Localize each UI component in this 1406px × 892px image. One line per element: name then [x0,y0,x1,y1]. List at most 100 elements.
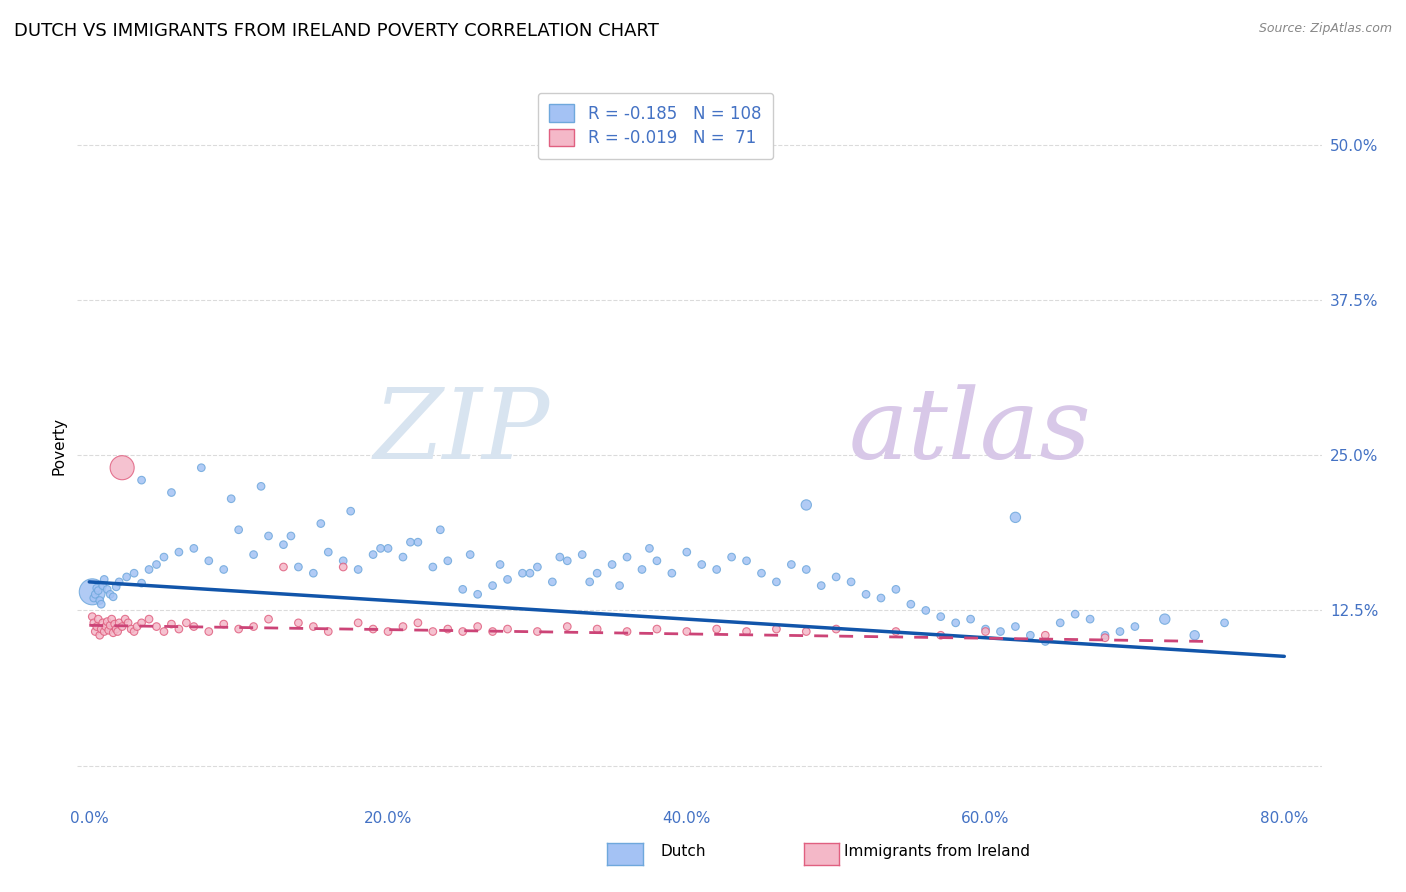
Point [451,624,474,639]
Point [392,550,415,565]
Point [219,491,242,506]
Point [1049,615,1071,630]
Point [273,560,295,574]
Point [212,562,235,576]
Point [765,622,787,636]
Point [153,624,176,639]
Point [107,624,129,639]
Point [125,619,148,633]
Point [481,624,503,639]
Point [131,576,153,591]
Point [257,612,280,626]
Point [302,566,325,581]
Point [900,597,922,611]
Point [1094,631,1116,645]
Point [945,615,967,630]
Point [929,609,952,624]
Point [183,619,205,633]
Point [526,560,548,574]
Point [228,622,250,636]
Point [347,562,370,576]
Point [489,558,512,572]
Point [86,581,108,595]
Point [1019,628,1042,642]
Point [422,560,444,574]
Point [138,612,160,626]
Point [706,562,728,576]
Point [197,624,219,639]
Text: atlas: atlas [849,384,1091,479]
Point [93,624,115,639]
Point [429,523,451,537]
Point [1033,628,1056,642]
Point [84,587,107,601]
Point [361,622,384,636]
Point [735,554,758,568]
Point [316,624,339,639]
Text: ZIP: ZIP [374,384,550,479]
Point [115,570,138,584]
Point [176,615,198,630]
Point [82,584,104,599]
Point [145,558,167,572]
Point [706,622,728,636]
Point [645,554,668,568]
Point [84,624,107,639]
Point [870,591,893,605]
Point [406,615,429,630]
Point [91,615,114,630]
Point [197,554,219,568]
Point [309,516,332,531]
Point [1184,628,1206,642]
Point [212,617,235,632]
Point [1004,619,1026,633]
Point [399,535,422,549]
Point [959,612,981,626]
Point [825,570,848,584]
Point [780,558,803,572]
Point [122,624,145,639]
Point [436,554,458,568]
Point [519,566,541,581]
Point [914,603,936,617]
Text: Dutch: Dutch [661,845,706,859]
Point [1109,624,1132,639]
Point [104,617,127,632]
Point [1153,612,1175,626]
Point [108,615,131,630]
Point [87,583,110,598]
Point [87,612,110,626]
Point [392,619,415,633]
Point [242,548,264,562]
Point [496,573,519,587]
Point [467,587,489,601]
Point [794,624,817,639]
Point [794,498,817,512]
Point [735,624,758,639]
Point [101,590,124,604]
Text: Source: ZipAtlas.com: Source: ZipAtlas.com [1258,22,1392,36]
Point [631,562,654,576]
Point [616,550,638,565]
Point [98,618,121,632]
Point [548,550,571,565]
Point [94,619,117,633]
Point [571,548,593,562]
Point [287,560,309,574]
Point [160,485,183,500]
Point [332,554,354,568]
Point [929,628,952,642]
Point [512,566,534,581]
Point [183,541,205,556]
Text: DUTCH VS IMMIGRANTS FROM IRELAND POVERTY CORRELATION CHART: DUTCH VS IMMIGRANTS FROM IRELAND POVERTY… [14,22,659,40]
Point [120,622,142,636]
Point [131,615,153,630]
Point [555,619,578,633]
Point [586,622,609,636]
Point [645,622,668,636]
Point [131,473,153,487]
Text: Immigrants from Ireland: Immigrants from Ireland [844,845,1029,859]
Point [83,591,105,605]
Point [675,624,697,639]
Point [370,541,392,556]
